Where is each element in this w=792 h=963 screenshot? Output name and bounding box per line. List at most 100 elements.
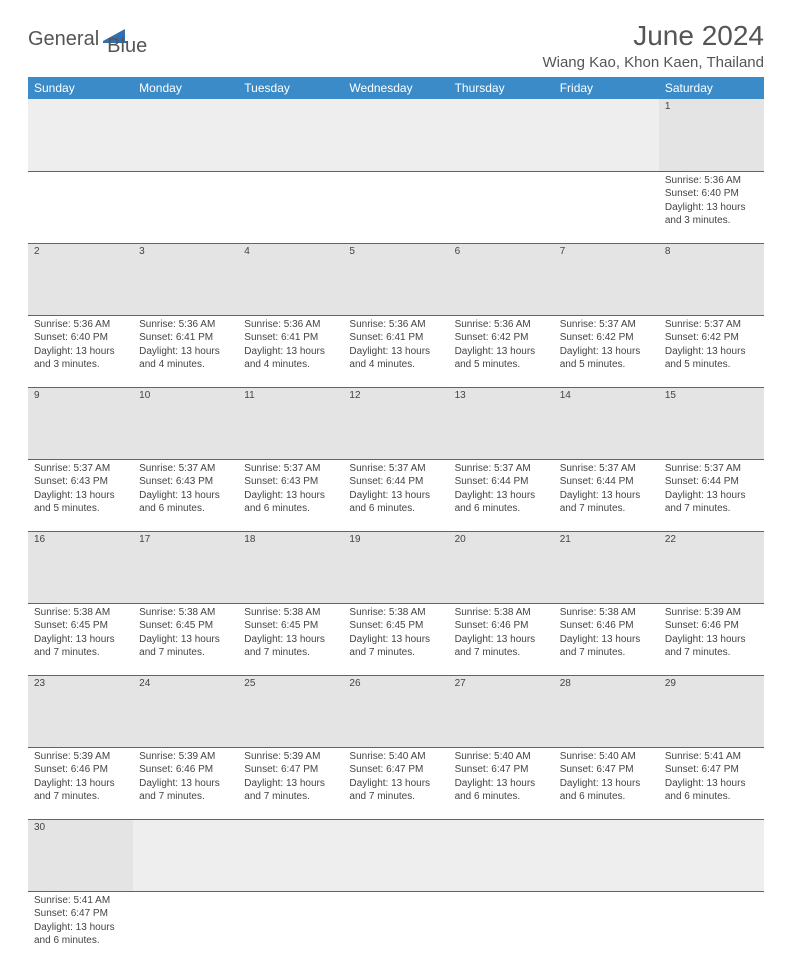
daylight-text: Daylight: 13 hours and 6 minutes. bbox=[560, 777, 653, 804]
day-cell: Sunrise: 5:38 AMSunset: 6:45 PMDaylight:… bbox=[133, 603, 238, 675]
sunset-text: Sunset: 6:41 PM bbox=[349, 331, 442, 345]
day-number: 5 bbox=[343, 243, 448, 315]
sunset-text: Sunset: 6:47 PM bbox=[455, 763, 548, 777]
day-number: 1 bbox=[659, 99, 764, 171]
sunrise-text: Sunrise: 5:38 AM bbox=[349, 606, 442, 620]
daylight-text: Daylight: 13 hours and 7 minutes. bbox=[349, 777, 442, 804]
day-cell: Sunrise: 5:38 AMSunset: 6:46 PMDaylight:… bbox=[449, 603, 554, 675]
daylight-text: Daylight: 13 hours and 7 minutes. bbox=[139, 633, 232, 660]
week-row: Sunrise: 5:36 AMSunset: 6:40 PMDaylight:… bbox=[28, 171, 764, 243]
daylight-text: Daylight: 13 hours and 6 minutes. bbox=[349, 489, 442, 516]
calendar-body: 1Sunrise: 5:36 AMSunset: 6:40 PMDaylight… bbox=[28, 99, 764, 963]
daylight-text: Daylight: 13 hours and 5 minutes. bbox=[665, 345, 758, 372]
day-cell: Sunrise: 5:37 AMSunset: 6:43 PMDaylight:… bbox=[238, 459, 343, 531]
day-number: 15 bbox=[659, 387, 764, 459]
day-number bbox=[554, 99, 659, 171]
sunset-text: Sunset: 6:47 PM bbox=[349, 763, 442, 777]
day-header: Friday bbox=[554, 77, 659, 99]
sunrise-text: Sunrise: 5:36 AM bbox=[139, 318, 232, 332]
daylight-text: Daylight: 13 hours and 3 minutes. bbox=[34, 345, 127, 372]
day-cell: Sunrise: 5:38 AMSunset: 6:45 PMDaylight:… bbox=[28, 603, 133, 675]
title-block: June 2024 Wiang Kao, Khon Kaen, Thailand bbox=[542, 20, 764, 71]
daylight-text: Daylight: 13 hours and 5 minutes. bbox=[455, 345, 548, 372]
sunset-text: Sunset: 6:45 PM bbox=[244, 619, 337, 633]
daylight-text: Daylight: 13 hours and 7 minutes. bbox=[244, 777, 337, 804]
daylight-text: Daylight: 13 hours and 7 minutes. bbox=[244, 633, 337, 660]
sunrise-text: Sunrise: 5:36 AM bbox=[349, 318, 442, 332]
day-number: 16 bbox=[28, 531, 133, 603]
day-number: 17 bbox=[133, 531, 238, 603]
sunset-text: Sunset: 6:47 PM bbox=[34, 907, 127, 921]
daylight-text: Daylight: 13 hours and 7 minutes. bbox=[34, 633, 127, 660]
daynum-row: 16171819202122 bbox=[28, 531, 764, 603]
sunset-text: Sunset: 6:46 PM bbox=[665, 619, 758, 633]
sunset-text: Sunset: 6:41 PM bbox=[244, 331, 337, 345]
day-cell bbox=[554, 171, 659, 243]
sunrise-text: Sunrise: 5:37 AM bbox=[455, 462, 548, 476]
day-cell bbox=[449, 891, 554, 963]
sunrise-text: Sunrise: 5:36 AM bbox=[455, 318, 548, 332]
day-cell: Sunrise: 5:38 AMSunset: 6:45 PMDaylight:… bbox=[238, 603, 343, 675]
sunset-text: Sunset: 6:44 PM bbox=[455, 475, 548, 489]
day-number bbox=[449, 99, 554, 171]
daylight-text: Daylight: 13 hours and 7 minutes. bbox=[455, 633, 548, 660]
brand-logo: General Blue bbox=[28, 20, 147, 57]
day-number: 10 bbox=[133, 387, 238, 459]
week-row: Sunrise: 5:37 AM Sunset: 6:43 PM Daylight:… bbox=[28, 459, 764, 531]
daynum-row: 23242526272829 bbox=[28, 675, 764, 747]
sunrise-text: Sunrise: 5:39 AM bbox=[34, 750, 127, 764]
daylight-text: Daylight: 13 hours and 6 minutes. bbox=[455, 777, 548, 804]
sunrise-text: Sunrise: 5:37 AM bbox=[244, 462, 337, 476]
day-number: 7 bbox=[554, 243, 659, 315]
day-number: 28 bbox=[554, 675, 659, 747]
day-cell bbox=[28, 171, 133, 243]
day-number bbox=[343, 819, 448, 891]
day-number: 4 bbox=[238, 243, 343, 315]
day-cell: Sunrise: 5:40 AMSunset: 6:47 PMDaylight:… bbox=[343, 747, 448, 819]
sunset-text: Sunset: 6:41 PM bbox=[139, 331, 232, 345]
day-cell: Sunrise: 5:39 AMSunset: 6:46 PMDaylight:… bbox=[659, 603, 764, 675]
day-cell bbox=[343, 891, 448, 963]
daynum-row: 9101112131415 bbox=[28, 387, 764, 459]
day-number: 6 bbox=[449, 243, 554, 315]
daynum-row: 30 bbox=[28, 819, 764, 891]
sunrise-text: Sunrise: 5:37 AM bbox=[560, 462, 653, 476]
day-header: Wednesday bbox=[343, 77, 448, 99]
day-cell bbox=[133, 891, 238, 963]
sunrise-text: Sunrise: 5:38 AM bbox=[34, 606, 127, 620]
sunset-text: Sunset: 6:46 PM bbox=[455, 619, 548, 633]
day-cell: Sunrise: 5:38 AMSunset: 6:45 PMDaylight:… bbox=[343, 603, 448, 675]
day-number bbox=[28, 99, 133, 171]
sunrise-text: Sunrise: 5:40 AM bbox=[455, 750, 548, 764]
sunset-text: Sunset: 6:46 PM bbox=[560, 619, 653, 633]
day-cell bbox=[238, 891, 343, 963]
day-number bbox=[133, 819, 238, 891]
day-cell: Sunrise: 5:37 AMSunset: 6:42 PMDaylight:… bbox=[659, 315, 764, 387]
day-cell: Sunrise: 5:37 AMSunset: 6:44 PMDaylight:… bbox=[659, 459, 764, 531]
day-cell: Sunrise: 5:36 AMSunset: 6:41 PMDaylight:… bbox=[343, 315, 448, 387]
day-header: Sunday bbox=[28, 77, 133, 99]
calendar-table: SundayMondayTuesdayWednesdayThursdayFrid… bbox=[28, 77, 764, 963]
day-cell: Sunrise: 5:38 AMSunset: 6:46 PMDaylight:… bbox=[554, 603, 659, 675]
day-number bbox=[238, 819, 343, 891]
daylight-text: Daylight: 13 hours and 6 minutes. bbox=[455, 489, 548, 516]
day-cell: Sunrise: 5:36 AMSunset: 6:40 PMDaylight:… bbox=[28, 315, 133, 387]
day-number: 21 bbox=[554, 531, 659, 603]
day-cell: Sunrise: 5:39 AMSunset: 6:46 PMDaylight:… bbox=[133, 747, 238, 819]
sunset-text: Sunset: 6:45 PM bbox=[349, 619, 442, 633]
sunrise-text: Sunrise: 5:38 AM bbox=[139, 606, 232, 620]
daylight-text: Daylight: 13 hours and 7 minutes. bbox=[560, 633, 653, 660]
day-number: 8 bbox=[659, 243, 764, 315]
sunrise-text: Sunrise: 5:41 AM bbox=[665, 750, 758, 764]
day-number: 2 bbox=[28, 243, 133, 315]
day-cell: Sunrise: 5:41 AMSunset: 6:47 PMDaylight:… bbox=[659, 747, 764, 819]
day-number bbox=[133, 99, 238, 171]
week-row: Sunrise: 5:36 AMSunset: 6:40 PMDaylight:… bbox=[28, 315, 764, 387]
day-cell: Sunrise: 5:36 AMSunset: 6:40 PMDaylight:… bbox=[659, 171, 764, 243]
day-number: 26 bbox=[343, 675, 448, 747]
daylight-text: Daylight: 13 hours and 6 minutes. bbox=[665, 777, 758, 804]
sunset-text: Sunset: 6:43 PM bbox=[139, 475, 232, 489]
page-header: General Blue June 2024 Wiang Kao, Khon K… bbox=[28, 20, 764, 71]
day-number bbox=[554, 819, 659, 891]
sunrise-text: Sunrise: 5:36 AM bbox=[665, 174, 758, 188]
